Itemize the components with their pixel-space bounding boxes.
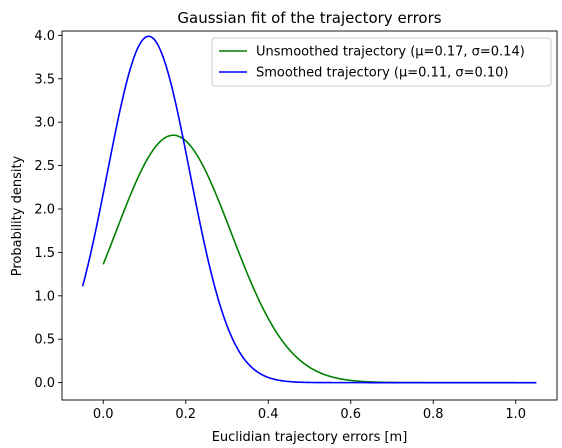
series-line-1 bbox=[81, 35, 537, 384]
legend-box bbox=[211, 37, 552, 87]
y-tick-label: 0.5 bbox=[34, 333, 55, 348]
y-tick-label: 0.0 bbox=[34, 376, 55, 391]
y-tick-label: 2.0 bbox=[34, 202, 55, 217]
y-tick-label: 3.0 bbox=[34, 116, 55, 131]
x-tick-label: 1.0 bbox=[505, 407, 526, 422]
chart-title: Gaussian fit of the trajectory errors bbox=[177, 9, 441, 27]
y-tick-label: 3.5 bbox=[34, 72, 55, 87]
x-tick-label: 0.8 bbox=[423, 407, 444, 422]
legend: Unsmoothed trajectory (μ=0.17, σ=0.14) Sm… bbox=[211, 37, 552, 87]
y-tick-label: 1.0 bbox=[34, 289, 55, 304]
y-tick-label: 1.5 bbox=[34, 246, 55, 261]
x-axis-label: Euclidian trajectory errors [m] bbox=[212, 430, 408, 445]
x-tick-label: 0.6 bbox=[340, 407, 361, 422]
x-tick-label: 0.0 bbox=[93, 407, 114, 422]
y-tick-label: 4.0 bbox=[34, 29, 55, 44]
series-line-0 bbox=[102, 134, 516, 384]
x-tick-label: 0.2 bbox=[175, 407, 196, 422]
legend-label-1: Smoothed trajectory (μ=0.11, σ=0.10) bbox=[256, 66, 509, 81]
y-tick-label: 2.5 bbox=[34, 159, 55, 174]
y-axis-label: Probability density bbox=[10, 155, 25, 276]
plot-area: 0.0 0.2 0.4 0.6 0.8 1.0 0.0 0.5 1.0 1.5 2.0 2.5 3.0 3… bbox=[34, 29, 558, 422]
axes-frame bbox=[61, 30, 558, 401]
series-group bbox=[81, 35, 537, 384]
x-tick-label: 0.4 bbox=[258, 407, 279, 422]
legend-label-0: Unsmoothed trajectory (μ=0.17, σ=0.14) bbox=[256, 45, 525, 60]
